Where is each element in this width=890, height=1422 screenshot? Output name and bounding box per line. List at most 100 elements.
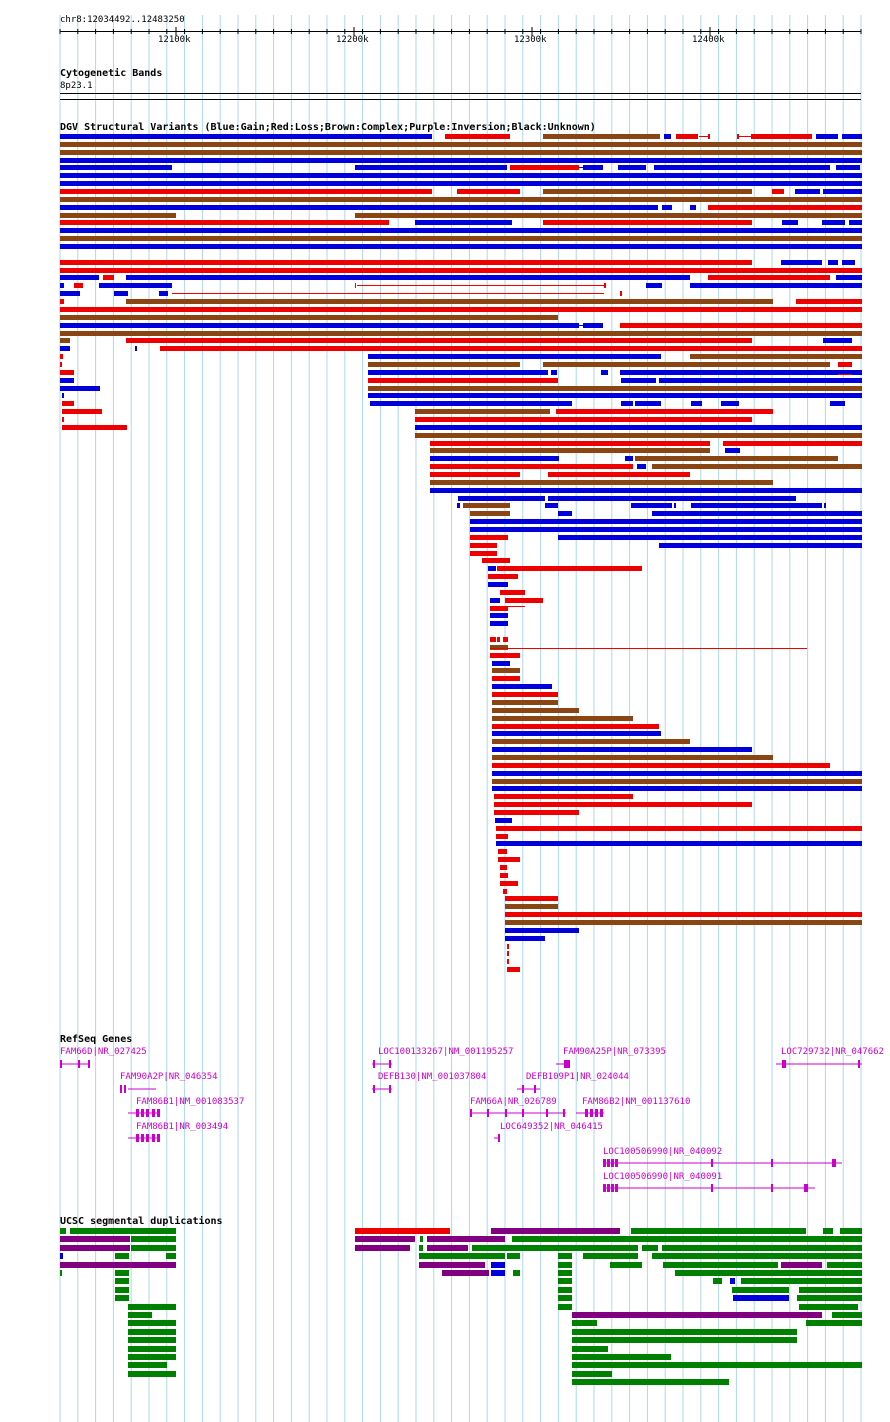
segmental-duplication-bar[interactable]	[572, 1371, 612, 1377]
structural-variant-bar[interactable]	[60, 142, 862, 147]
structural-variant-bar[interactable]	[674, 503, 676, 508]
structural-variant-bar[interactable]	[618, 165, 646, 170]
structural-variant-bar[interactable]	[543, 362, 830, 367]
structural-variant-bar[interactable]	[488, 574, 518, 579]
structural-variant-bar[interactable]	[558, 535, 862, 540]
structural-variant-bar[interactable]	[604, 283, 606, 288]
structural-variant-bar[interactable]	[492, 700, 558, 705]
structural-variant-bar[interactable]	[690, 354, 862, 359]
segmental-duplication-bar[interactable]	[572, 1379, 729, 1385]
structural-variant-bar[interactable]	[737, 134, 739, 139]
structural-variant-bar[interactable]	[470, 551, 497, 556]
structural-variant-bar[interactable]	[492, 661, 510, 666]
segmental-duplication-bar[interactable]	[115, 1253, 129, 1259]
segmental-duplication-bar[interactable]	[662, 1245, 862, 1251]
segmental-duplication-bar[interactable]	[419, 1253, 505, 1259]
segmental-duplication-bar[interactable]	[558, 1270, 572, 1276]
structural-variant-bar[interactable]	[74, 283, 83, 288]
segmental-duplication-bar[interactable]	[166, 1253, 176, 1259]
structural-variant-bar[interactable]	[492, 692, 558, 697]
structural-variant-bar[interactable]	[355, 283, 356, 288]
structural-variant-bar[interactable]	[60, 315, 558, 320]
segmental-duplication-bar[interactable]	[823, 1228, 833, 1234]
structural-variant-bar[interactable]	[505, 936, 545, 941]
structural-variant-bar[interactable]	[507, 951, 509, 956]
segmental-duplication-bar[interactable]	[631, 1228, 806, 1234]
segmental-duplication-bar[interactable]	[419, 1245, 423, 1251]
structural-variant-bar[interactable]	[497, 566, 642, 571]
structural-variant-bar[interactable]	[430, 456, 559, 461]
structural-variant-bar[interactable]	[646, 283, 662, 288]
structural-variant-bar[interactable]	[492, 731, 661, 736]
structural-variant-bar[interactable]	[708, 275, 830, 280]
structural-variant-bar[interactable]	[60, 346, 70, 351]
gene-label[interactable]: FAM90A25P|NR_073395	[563, 1047, 666, 1057]
segmental-duplication-bar[interactable]	[572, 1354, 671, 1360]
segmental-duplication-bar[interactable]	[128, 1329, 176, 1335]
structural-variant-bar[interactable]	[494, 810, 579, 815]
segmental-duplication-bar[interactable]	[558, 1304, 572, 1310]
segmental-duplication-bar[interactable]	[572, 1320, 597, 1326]
segmental-duplication-bar[interactable]	[491, 1262, 505, 1268]
structural-variant-bar[interactable]	[725, 448, 740, 453]
structural-variant-bar[interactable]	[488, 566, 496, 571]
structural-variant-bar[interactable]	[795, 189, 820, 194]
variant-connector-line[interactable]	[583, 325, 603, 326]
structural-variant-bar[interactable]	[490, 653, 520, 658]
structural-variant-bar[interactable]	[507, 959, 509, 964]
structural-variant-bar[interactable]	[492, 708, 579, 713]
structural-variant-bar[interactable]	[60, 236, 862, 241]
gene-label[interactable]: LOC649352|NR_046415	[500, 1122, 603, 1132]
segmental-duplication-bar[interactable]	[732, 1287, 789, 1293]
structural-variant-bar[interactable]	[60, 244, 862, 249]
structural-variant-bar[interactable]	[62, 417, 64, 422]
structural-variant-bar[interactable]	[824, 503, 826, 508]
segmental-duplication-bar[interactable]	[128, 1312, 152, 1318]
structural-variant-bar[interactable]	[708, 205, 862, 210]
structural-variant-bar[interactable]	[601, 370, 608, 375]
structural-variant-bar[interactable]	[842, 134, 862, 139]
structural-variant-bar[interactable]	[498, 849, 507, 854]
gene-label[interactable]: LOC100506990|NR_040091	[603, 1172, 723, 1182]
structural-variant-bar[interactable]	[505, 896, 558, 901]
structural-variant-bar[interactable]	[505, 598, 543, 603]
structural-variant-bar[interactable]	[492, 779, 862, 784]
variant-connector-line[interactable]	[172, 293, 604, 294]
structural-variant-bar[interactable]	[60, 338, 70, 343]
segmental-duplication-bar[interactable]	[131, 1236, 176, 1242]
segmental-duplication-bar[interactable]	[355, 1228, 450, 1234]
structural-variant-bar[interactable]	[60, 291, 80, 296]
structural-variant-bar[interactable]	[60, 134, 432, 139]
structural-variant-bar[interactable]	[60, 189, 432, 194]
segmental-duplication-bar[interactable]	[60, 1228, 66, 1234]
structural-variant-bar[interactable]	[545, 503, 558, 508]
structural-variant-bar[interactable]	[60, 268, 862, 273]
structural-variant-bar[interactable]	[492, 763, 830, 768]
variant-connector-line[interactable]	[579, 167, 603, 168]
structural-variant-bar[interactable]	[490, 621, 508, 626]
structural-variant-bar[interactable]	[457, 189, 520, 194]
structural-variant-bar[interactable]	[625, 456, 633, 461]
structural-variant-bar[interactable]	[551, 370, 557, 375]
structural-variant-bar[interactable]	[838, 362, 852, 367]
structural-variant-bar[interactable]	[445, 134, 510, 139]
variant-connector-line[interactable]	[490, 648, 807, 649]
structural-variant-bar[interactable]	[631, 503, 672, 508]
structural-variant-bar[interactable]	[430, 472, 520, 477]
segmental-duplication-bar[interactable]	[558, 1278, 572, 1284]
segmental-duplication-bar[interactable]	[827, 1262, 862, 1268]
structural-variant-bar[interactable]	[500, 881, 518, 886]
structural-variant-bar[interactable]	[823, 189, 862, 194]
gene-label[interactable]: FAM86B1|NR_003494	[136, 1122, 229, 1132]
structural-variant-bar[interactable]	[135, 346, 137, 351]
structural-variant-bar[interactable]	[60, 307, 862, 312]
gene-label[interactable]: LOC100506990|NR_040092	[603, 1147, 723, 1157]
structural-variant-bar[interactable]	[691, 503, 822, 508]
structural-variant-bar[interactable]	[548, 472, 690, 477]
structural-variant-bar[interactable]	[415, 409, 550, 414]
structural-variant-bar[interactable]	[495, 818, 512, 823]
structural-variant-bar[interactable]	[430, 448, 710, 453]
segmental-duplication-bar[interactable]	[491, 1228, 620, 1234]
structural-variant-bar[interactable]	[620, 291, 622, 296]
structural-variant-bar[interactable]	[849, 220, 862, 225]
